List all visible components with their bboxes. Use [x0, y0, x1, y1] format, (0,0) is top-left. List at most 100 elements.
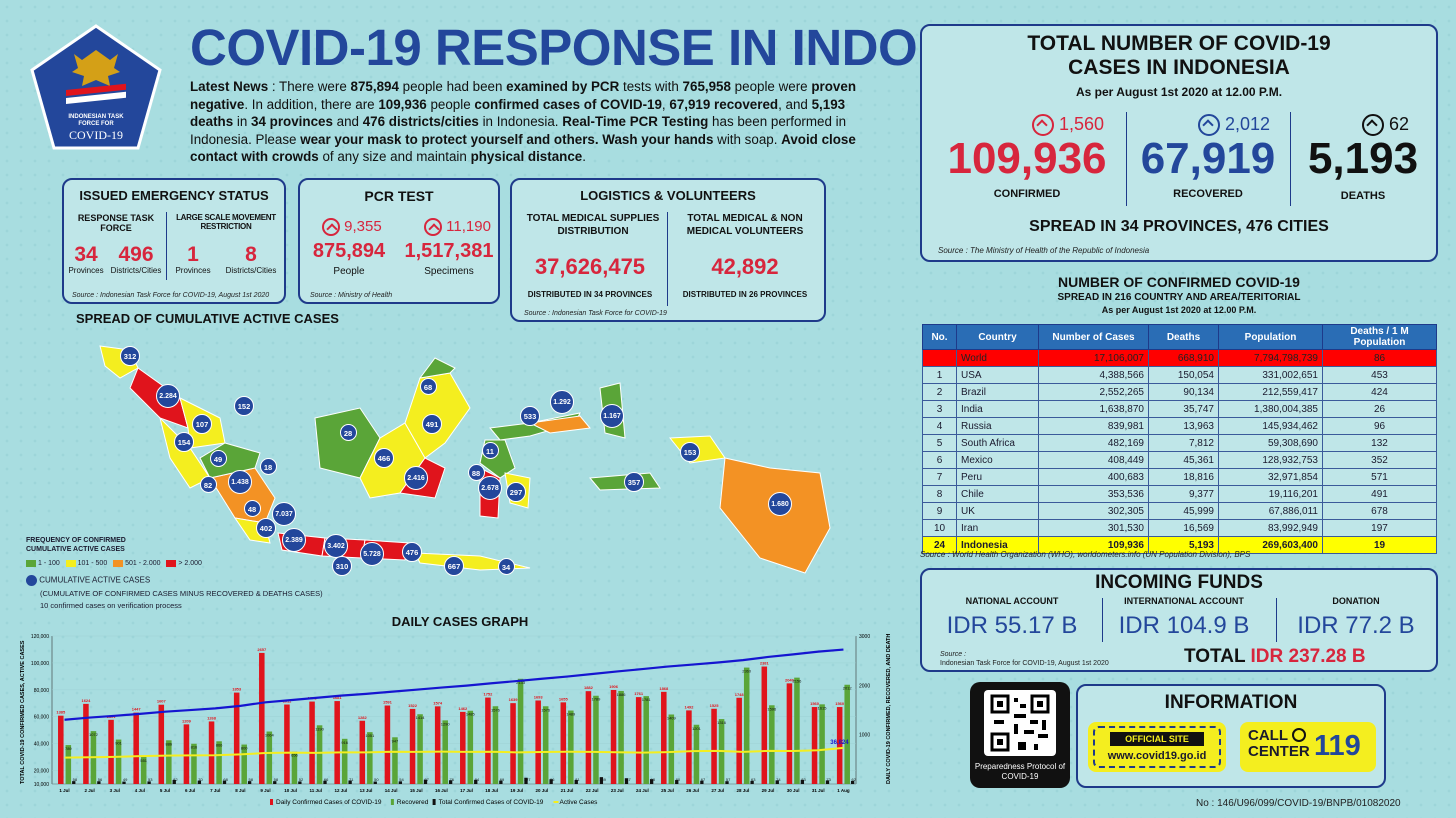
x-tick-label: 9 Jul — [260, 788, 270, 793]
table-row: 4 Russia 839,981 13,963 145,934,462 96 — [922, 417, 1437, 435]
pcr-people-value: 875,894 — [312, 240, 386, 262]
confirmed-bar — [811, 707, 818, 784]
table-cell: 19 — [1322, 536, 1437, 554]
world-source: Source : World Health Organization (WHO)… — [920, 550, 1251, 559]
recovered-bar — [140, 756, 147, 784]
emergency-title: ISSUED EMERGENCY STATUS — [79, 188, 269, 203]
x-tick-label: 11 Jul — [310, 788, 323, 793]
total-confirmed-line — [64, 648, 844, 721]
map-bubble: 154 — [174, 432, 194, 452]
recovered-data-label: 1615 — [818, 705, 828, 710]
death-bar — [398, 781, 403, 784]
deaths-label: DEATHS — [1340, 190, 1386, 202]
confirmed-bar — [786, 683, 793, 784]
table-cell: 353,536 — [1038, 485, 1149, 503]
confirmed-data-label: 1268 — [207, 715, 217, 720]
table-cell: 8 — [922, 485, 957, 503]
death-data-label: 58 — [249, 777, 254, 782]
confirmed-data-label: 1853 — [232, 687, 242, 692]
death-bar — [700, 780, 704, 784]
table-cell: South Africa — [956, 434, 1039, 452]
death-data-label: 63 — [751, 777, 756, 782]
qr-code-card[interactable]: Preparedness Protocol of COVID-19 — [970, 682, 1070, 788]
information-panel: INFORMATION OFFICIAL SITE www.covid19.go… — [1076, 684, 1386, 788]
international-account-heading: INTERNATIONAL ACCOUNT — [1124, 596, 1244, 606]
chart-title: DAILY CASES GRAPH — [391, 614, 529, 629]
table-cell: 10 — [922, 519, 957, 537]
confirmed-data-label: 1492 — [684, 704, 694, 709]
death-bar — [448, 780, 453, 784]
table-cell: 86 — [1322, 349, 1437, 367]
confirmed-bar — [183, 724, 190, 784]
legend-item-3: 501 - 2.000 — [113, 560, 161, 567]
legend-swatch — [113, 560, 124, 567]
recovered-data-label: 1409 — [667, 715, 677, 720]
table-cell: 678 — [1322, 502, 1437, 520]
world-title: NUMBER OF CONFIRMED COVID-19 — [1058, 274, 1300, 290]
map-bubble: 476 — [402, 542, 422, 562]
map-bubble: 312 — [120, 346, 140, 366]
table-cell: 19,116,201 — [1218, 485, 1323, 503]
confirmed-bar — [409, 708, 416, 784]
map-bubble: 7.037 — [272, 502, 296, 526]
table-cell: 408,449 — [1038, 451, 1149, 469]
map-bubble: 466 — [374, 448, 394, 468]
table-cell: 128,932,753 — [1218, 451, 1323, 469]
death-bar — [675, 780, 679, 784]
map-bubble: 2.678 — [478, 476, 502, 500]
death-bar — [373, 781, 377, 784]
recovered-data-label: 656 — [291, 753, 298, 758]
y-left-tick-label: 10,000 — [34, 782, 50, 788]
recovered-bar — [517, 678, 524, 784]
qr-code-icon — [984, 690, 1056, 756]
x-tick-label: 24 Jul — [636, 788, 649, 793]
map-bubble: 357 — [624, 472, 644, 492]
funds-source: Indonesian Task Force for COVID-19, Augu… — [940, 660, 1109, 667]
qr-caption: Preparedness Protocol of COVID-19 — [974, 762, 1066, 781]
table-cell: 7,812 — [1148, 434, 1219, 452]
logo-text-1: INDONESIAN TASK — [68, 114, 124, 120]
call-center-number[interactable]: 119 — [1314, 730, 1361, 762]
death-bar — [474, 779, 478, 784]
map-bubble: 1.167 — [600, 404, 624, 428]
map-bubble: 34 — [497, 557, 515, 575]
table-cell: Indonesia — [956, 536, 1039, 554]
table-row: 1 USA 4,388,566 150,054 331,002,651 453 — [922, 366, 1437, 384]
international-account-value: IDR 104.9 B — [1118, 612, 1250, 639]
confirmed-data-label: 1385 — [56, 710, 66, 715]
death-bar — [147, 781, 151, 784]
x-tick-label: 7 Jul — [210, 788, 220, 793]
death-bar — [323, 780, 327, 784]
recovered-data-label: 816 — [191, 745, 198, 750]
official-site-url[interactable]: www.covid19.go.id — [1107, 750, 1207, 762]
donation-heading: DONATION — [1332, 596, 1380, 606]
table-cell: 96 — [1322, 417, 1437, 435]
document-reference: No : 146/U96/099/COVID-19/BNPB/01082020 — [1196, 798, 1401, 809]
x-tick-label: 5 Jul — [160, 788, 170, 793]
national-account-heading: NATIONAL ACCOUNT — [965, 596, 1059, 606]
confirmed-data-label: 1624 — [81, 698, 91, 703]
death-data-label: 69 — [500, 777, 505, 782]
totals-panel: TOTAL NUMBER OF COVID-19 CASES IN INDONE… — [920, 24, 1438, 262]
map-bubble: 2.416 — [404, 466, 428, 490]
table-cell: 59,308,690 — [1218, 434, 1323, 452]
death-bar — [97, 781, 101, 784]
call-center-label: CALL CENTER — [1248, 727, 1310, 760]
legend-label: Recovered — [397, 799, 429, 806]
task-force-districts-label: Districts/Cities — [110, 266, 162, 275]
death-bar — [624, 778, 629, 784]
restriction-provinces-value: 1 — [187, 243, 199, 266]
page-title: COVID-19 RESPONSE IN INDONESIA — [190, 19, 1071, 76]
recovered-data-label: 2133 — [516, 680, 526, 685]
legend-swatch — [166, 560, 177, 567]
death-data-label: 127 — [524, 777, 531, 782]
call-center-button[interactable]: CALL CENTER 119 — [1240, 722, 1376, 772]
official-site-button[interactable]: OFFICIAL SITE www.covid19.go.id — [1088, 722, 1226, 772]
death-bar — [298, 781, 302, 784]
deaths-value: 5,193 — [1307, 134, 1419, 183]
x-tick-label: 12 Jul — [335, 788, 348, 793]
table-cell: 45,999 — [1148, 502, 1219, 520]
region-gorontalo — [528, 415, 591, 434]
table-cell: 400,683 — [1038, 468, 1149, 486]
confirmed-bar — [309, 701, 315, 784]
